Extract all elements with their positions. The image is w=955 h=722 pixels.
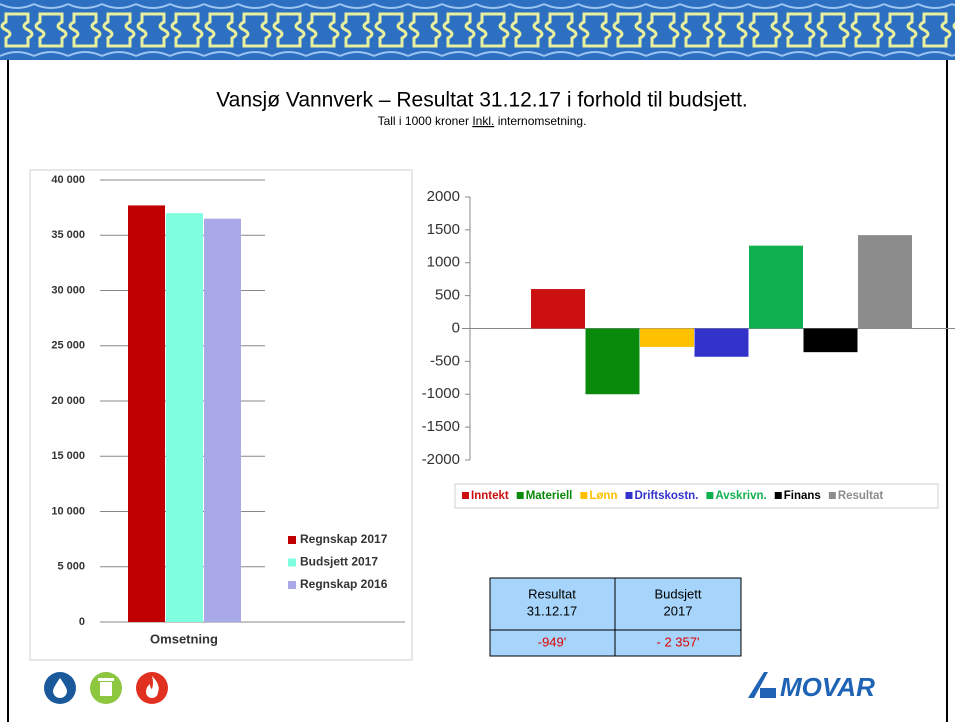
subtitle: Tall i 1000 kroner Inkl. internomsetning…: [378, 114, 587, 128]
legend-swatch: [288, 558, 296, 567]
legend-label: Inntekt: [471, 490, 509, 502]
legend-label: Regnskap 2017: [300, 532, 388, 546]
legend-swatch: [288, 536, 296, 544]
table-header: Resultat: [528, 586, 576, 601]
table-cell: - 2 357': [657, 634, 700, 649]
y-tick-label: -2000: [422, 451, 460, 468]
bar: [128, 205, 165, 623]
icons: [44, 672, 168, 704]
y-tick-label: 1000: [427, 254, 460, 271]
bar: [858, 235, 912, 329]
bar: [694, 328, 749, 357]
logo: MOVAR: [780, 672, 875, 702]
y-tick-label: 5 000: [57, 561, 85, 573]
bar: [531, 289, 585, 329]
icon-glyph: [146, 676, 159, 698]
logo-mark: [748, 672, 776, 698]
legend-swatch: [580, 492, 588, 499]
subtitle-part: Tall i 1000 kroner: [378, 114, 469, 128]
icon-glyph: [100, 682, 112, 696]
legend-label: Regnskap 2016: [300, 577, 388, 591]
legend-label: Resultat: [838, 490, 884, 502]
legend-swatch: [625, 492, 633, 499]
title: Vansjø Vannverk – Resultat 31.12.17 i fo…: [216, 89, 748, 112]
legend-label: Avskrivn.: [715, 490, 766, 502]
y-tick-label: 0: [79, 616, 85, 628]
legend-label: Finans: [784, 490, 821, 502]
bar: [585, 328, 640, 395]
y-tick-label: -1500: [422, 418, 460, 435]
legend-label: Budsjett 2017: [300, 555, 378, 569]
y-tick-label: 1500: [427, 221, 460, 238]
bar: [204, 218, 241, 623]
table-header: 31.12.17: [527, 603, 578, 618]
y-tick-label: 30 000: [51, 284, 85, 296]
subtitle-part: internomsetning.: [498, 114, 587, 128]
legend-swatch: [706, 492, 714, 499]
y-tick-label: 15 000: [51, 450, 85, 462]
y-tick-label: 40 000: [51, 174, 85, 186]
legend-label: Materiell: [526, 490, 573, 502]
bar: [640, 328, 694, 347]
y-tick-label: 25 000: [51, 340, 85, 352]
bar: [166, 213, 203, 622]
legend-swatch: [774, 492, 782, 499]
x-tick-label: Omsetning: [150, 631, 218, 646]
subtitle-part: Inkl.: [472, 114, 494, 128]
legend-label: Lønn: [589, 490, 617, 502]
icon-fire: [136, 672, 168, 704]
table-header: 2017: [664, 603, 693, 618]
bar: [803, 328, 858, 353]
y-tick-label: 10 000: [51, 505, 85, 517]
y-tick-label: 20 000: [51, 395, 85, 407]
bar: [749, 245, 803, 329]
legend-label: Driftskostn.: [634, 490, 698, 502]
icon-glyph: [98, 678, 114, 681]
legend-swatch: [828, 492, 836, 499]
legend-swatch: [516, 492, 524, 499]
y-tick-label: 500: [435, 287, 460, 304]
legend-frame: [454, 483, 939, 509]
icon-glyph: [53, 678, 67, 698]
y-tick-label: 35 000: [51, 229, 85, 241]
y-tick-label: 2000: [427, 188, 460, 205]
y-tick-label: 0: [452, 319, 460, 336]
legend-swatch: [288, 581, 296, 589]
legend-swatch: [462, 492, 469, 499]
y-tick-label: -1000: [422, 385, 460, 402]
banner: [0, 0, 955, 60]
table-header: Budsjett: [655, 586, 702, 601]
table-cell: -949': [538, 634, 567, 649]
y-tick-label: -500: [430, 352, 460, 369]
